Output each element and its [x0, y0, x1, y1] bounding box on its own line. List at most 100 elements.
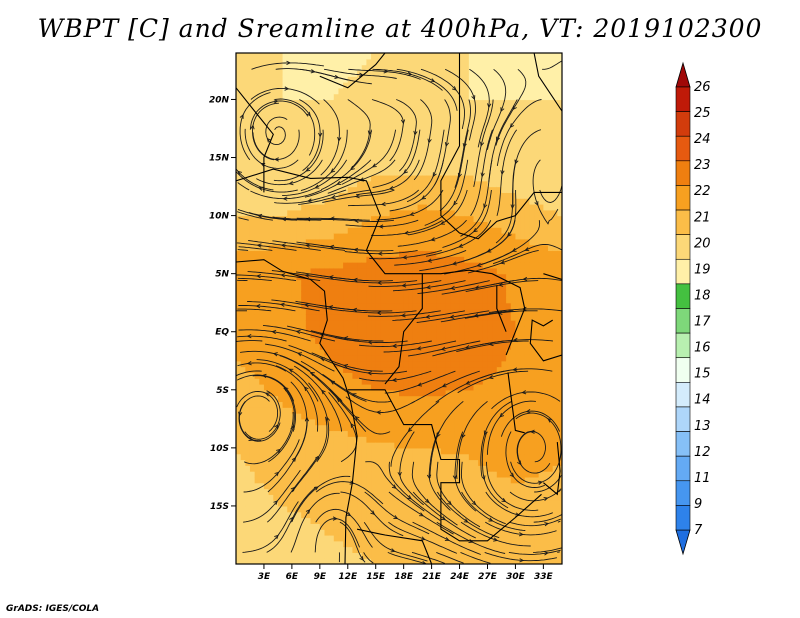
field-cell [245, 500, 251, 507]
field-cell [245, 320, 251, 327]
field-cell [277, 76, 284, 83]
field-cell [352, 314, 358, 321]
field-cell [352, 471, 358, 478]
field-cell [375, 407, 381, 414]
field-cell [375, 99, 381, 106]
field-cell [492, 314, 498, 321]
field-cell [380, 58, 386, 66]
field-cell [305, 99, 312, 106]
field-cell [291, 349, 298, 356]
field-cell [263, 331, 270, 339]
field-cell [380, 105, 386, 112]
field-cell [412, 488, 419, 495]
field-cell [431, 366, 437, 373]
field-cell [245, 546, 251, 553]
field-cell [240, 279, 246, 286]
field-cell [249, 64, 256, 72]
field-cell [478, 273, 484, 281]
field-cell [380, 291, 386, 298]
field-cell [352, 296, 358, 304]
field-cell [468, 157, 475, 164]
field-cell [236, 70, 242, 77]
field-cell [291, 180, 298, 188]
field-cell [478, 354, 484, 362]
field-cell [487, 476, 493, 484]
field-cell [343, 227, 349, 234]
field-cell [445, 174, 451, 182]
field-cell [492, 186, 498, 193]
field-cell [436, 180, 442, 188]
field-cell [482, 221, 489, 228]
field-cell [478, 366, 484, 373]
field-cell [268, 151, 274, 159]
field-cell [478, 192, 484, 199]
field-cell [366, 256, 372, 263]
field-cell [305, 401, 312, 408]
field-cell [445, 122, 451, 130]
field-cell [422, 215, 428, 222]
field-cell [431, 267, 437, 275]
field-cell [301, 354, 307, 362]
field-cell [273, 540, 279, 548]
field-cell [254, 383, 260, 391]
field-cell [301, 267, 307, 275]
field-cell [431, 372, 437, 379]
field-cell [361, 343, 367, 350]
field-cell [263, 105, 270, 112]
field-cell [380, 198, 386, 205]
field-cell [263, 534, 270, 542]
field-cell [422, 233, 428, 240]
field-cell [464, 558, 470, 564]
field-cell [468, 145, 475, 153]
field-cell [408, 180, 414, 188]
field-cell [454, 366, 461, 373]
field-cell [436, 308, 442, 315]
field-cell [412, 76, 419, 83]
field-cell [338, 436, 344, 443]
field-cell [478, 447, 484, 455]
field-cell [245, 383, 251, 391]
field-cell [464, 413, 470, 420]
field-cell [473, 209, 479, 217]
field-cell [273, 273, 279, 281]
field-cell [259, 378, 265, 385]
field-cell [459, 285, 465, 292]
field-cell [287, 546, 293, 553]
field-cell [403, 82, 409, 89]
field-cell [366, 442, 372, 449]
field-cell [417, 262, 423, 269]
field-cell [236, 389, 242, 397]
field-cell [445, 82, 451, 89]
field-cell [310, 250, 316, 257]
field-cell [445, 447, 451, 455]
field-cell [263, 93, 270, 101]
field-cell [389, 262, 395, 269]
field-cell [310, 279, 316, 286]
field-cell [445, 250, 451, 257]
field-cell [273, 157, 279, 164]
field-cell [385, 418, 391, 426]
field-cell [403, 523, 409, 530]
field-cell [236, 308, 242, 315]
field-cell [473, 203, 479, 211]
field-cell [347, 256, 354, 263]
field-cell [473, 64, 479, 72]
field-cell [319, 500, 326, 507]
field-cell [417, 82, 423, 89]
field-cell [403, 151, 409, 159]
field-cell [450, 453, 456, 461]
field-cell [236, 366, 242, 373]
field-cell [352, 180, 358, 188]
field-cell [329, 186, 335, 193]
field-cell [408, 58, 414, 66]
field-cell [324, 302, 330, 310]
field-cell [440, 192, 447, 199]
field-cell [240, 221, 246, 228]
field-cell [296, 296, 302, 304]
field-cell [236, 418, 242, 426]
field-cell [371, 558, 377, 564]
field-cell [380, 227, 386, 234]
field-cell [478, 552, 484, 559]
field-cell [389, 145, 395, 153]
field-cell [399, 203, 405, 211]
